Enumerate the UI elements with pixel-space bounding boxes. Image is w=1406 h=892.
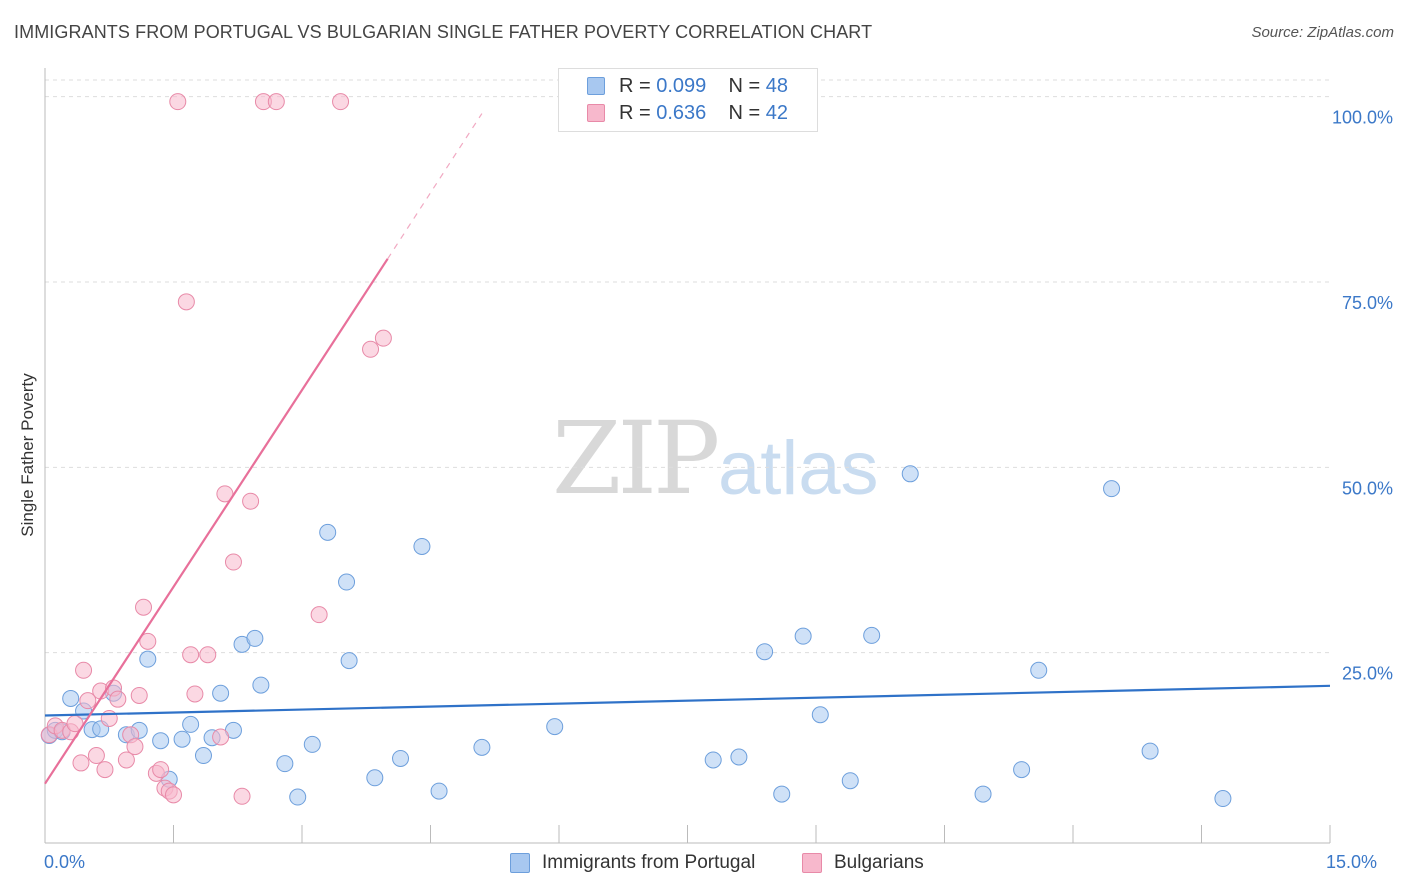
blue-trendline bbox=[44, 684, 1331, 717]
blue-point-26 bbox=[338, 573, 356, 591]
legend-swatch-blue bbox=[587, 77, 605, 95]
y-tick-label-1: 75.0% bbox=[1342, 293, 1393, 313]
pink-point-40 bbox=[374, 329, 392, 347]
pink-point-16 bbox=[126, 738, 144, 756]
bottom-legend-label-blue: Immigrants from Portugal bbox=[542, 852, 756, 873]
pink-point-14 bbox=[117, 751, 135, 769]
blue-point-34 bbox=[704, 751, 722, 769]
pink-point-28 bbox=[186, 685, 204, 703]
blue-point-10 bbox=[139, 650, 157, 668]
y-tick-label-2: 50.0% bbox=[1342, 478, 1393, 498]
y-axis-label: Single Father Poverty bbox=[18, 373, 37, 537]
blue-point-23 bbox=[289, 788, 307, 806]
blue-point-43 bbox=[974, 785, 992, 803]
blue-point-40 bbox=[841, 772, 859, 790]
legend-text-blue: R = 0.099 N = 48 bbox=[619, 75, 788, 98]
legend-n-value: 48 bbox=[765, 75, 789, 97]
blue-point-25 bbox=[319, 523, 337, 541]
pink-trendline-extension bbox=[387, 113, 483, 260]
legend-n-label: N = bbox=[728, 75, 761, 97]
blue-point-30 bbox=[413, 537, 431, 555]
x-tick-label-right: 15.0% bbox=[1326, 852, 1378, 872]
blue-point-36 bbox=[756, 643, 774, 661]
pink-point-39 bbox=[362, 340, 380, 358]
legend-n-value: 42 bbox=[765, 102, 789, 124]
bottom-legend-swatch-blue bbox=[510, 853, 530, 873]
blue-point-48 bbox=[1214, 790, 1232, 808]
blue-point-33 bbox=[546, 718, 564, 736]
blue-point-42 bbox=[901, 465, 919, 483]
legend-n-label: N = bbox=[728, 102, 761, 124]
blue-point-45 bbox=[1030, 661, 1048, 679]
blue-point-31 bbox=[430, 782, 448, 800]
legend-swatch-pink bbox=[587, 104, 605, 122]
legend-r-label: R = bbox=[619, 75, 651, 97]
chart-title: IMMIGRANTS FROM PORTUGAL VS BULGARIAN SI… bbox=[14, 22, 873, 42]
pink-point-29 bbox=[199, 646, 217, 664]
pink-point-21 bbox=[152, 761, 170, 779]
pink-point-10 bbox=[96, 761, 114, 779]
pink-point-18 bbox=[135, 598, 153, 616]
pink-point-8 bbox=[87, 747, 105, 765]
pink-point-33 bbox=[233, 787, 251, 805]
blue-point-21 bbox=[252, 676, 270, 694]
pink-trendline bbox=[44, 258, 389, 785]
pink-point-31 bbox=[216, 485, 234, 503]
pink-point-6 bbox=[75, 661, 93, 679]
blue-point-15 bbox=[194, 747, 212, 765]
pink-point-5 bbox=[72, 754, 90, 772]
y-tick-label-0: 100.0% bbox=[1332, 108, 1393, 128]
pink-point-26 bbox=[177, 293, 195, 311]
pink-point-7 bbox=[79, 692, 97, 710]
blue-point-3 bbox=[62, 689, 80, 707]
watermark-zip: ZIP bbox=[552, 400, 720, 517]
blue-point-28 bbox=[366, 769, 384, 787]
pink-point-38 bbox=[332, 93, 350, 111]
blue-point-11 bbox=[152, 732, 170, 750]
watermark-atlas: atlas bbox=[718, 426, 879, 511]
legend-text-pink: R = 0.636 N = 42 bbox=[619, 102, 788, 125]
blue-point-29 bbox=[392, 749, 410, 767]
pink-point-24 bbox=[165, 786, 182, 804]
blue-point-35 bbox=[730, 748, 748, 766]
blue-point-32 bbox=[473, 738, 491, 756]
legend-r-label: R = bbox=[619, 102, 651, 124]
blue-point-17 bbox=[212, 684, 230, 702]
bottom-legend-label-pink: Bulgarians bbox=[834, 852, 924, 873]
y-tick-label-3: 25.0% bbox=[1342, 664, 1393, 684]
legend-r-value: 0.099 bbox=[656, 75, 707, 97]
blue-point-20 bbox=[246, 629, 264, 647]
blue-point-14 bbox=[182, 715, 200, 733]
blue-point-41 bbox=[863, 626, 881, 644]
blue-point-37 bbox=[773, 785, 791, 803]
pink-point-19 bbox=[139, 632, 157, 650]
source-note: Source: ZipAtlas.com bbox=[1251, 24, 1394, 41]
blue-point-27 bbox=[340, 652, 358, 670]
correlation-legend: R = 0.099 N = 48 R = 0.636 N = 42 bbox=[558, 68, 818, 132]
bottom-legend-swatch-pink bbox=[802, 853, 822, 873]
pink-point-34 bbox=[242, 492, 260, 510]
blue-point-44 bbox=[1013, 761, 1031, 779]
pink-point-17 bbox=[130, 686, 148, 704]
pink-point-36 bbox=[267, 93, 285, 111]
x-tick-label-left: 0.0% bbox=[44, 852, 86, 872]
blue-point-39 bbox=[811, 706, 829, 724]
pink-point-30 bbox=[212, 728, 230, 746]
blue-point-46 bbox=[1103, 480, 1121, 498]
pink-point-27 bbox=[182, 646, 200, 664]
blue-point-38 bbox=[794, 627, 812, 645]
blue-point-22 bbox=[276, 755, 294, 773]
pink-point-37 bbox=[310, 606, 328, 624]
blue-point-13 bbox=[173, 730, 191, 748]
pink-point-32 bbox=[224, 553, 242, 571]
legend-r-value: 0.636 bbox=[656, 102, 707, 124]
pink-point-25 bbox=[169, 93, 187, 111]
blue-point-47 bbox=[1141, 742, 1159, 760]
pink-point-13 bbox=[109, 690, 127, 708]
blue-point-24 bbox=[303, 735, 321, 753]
